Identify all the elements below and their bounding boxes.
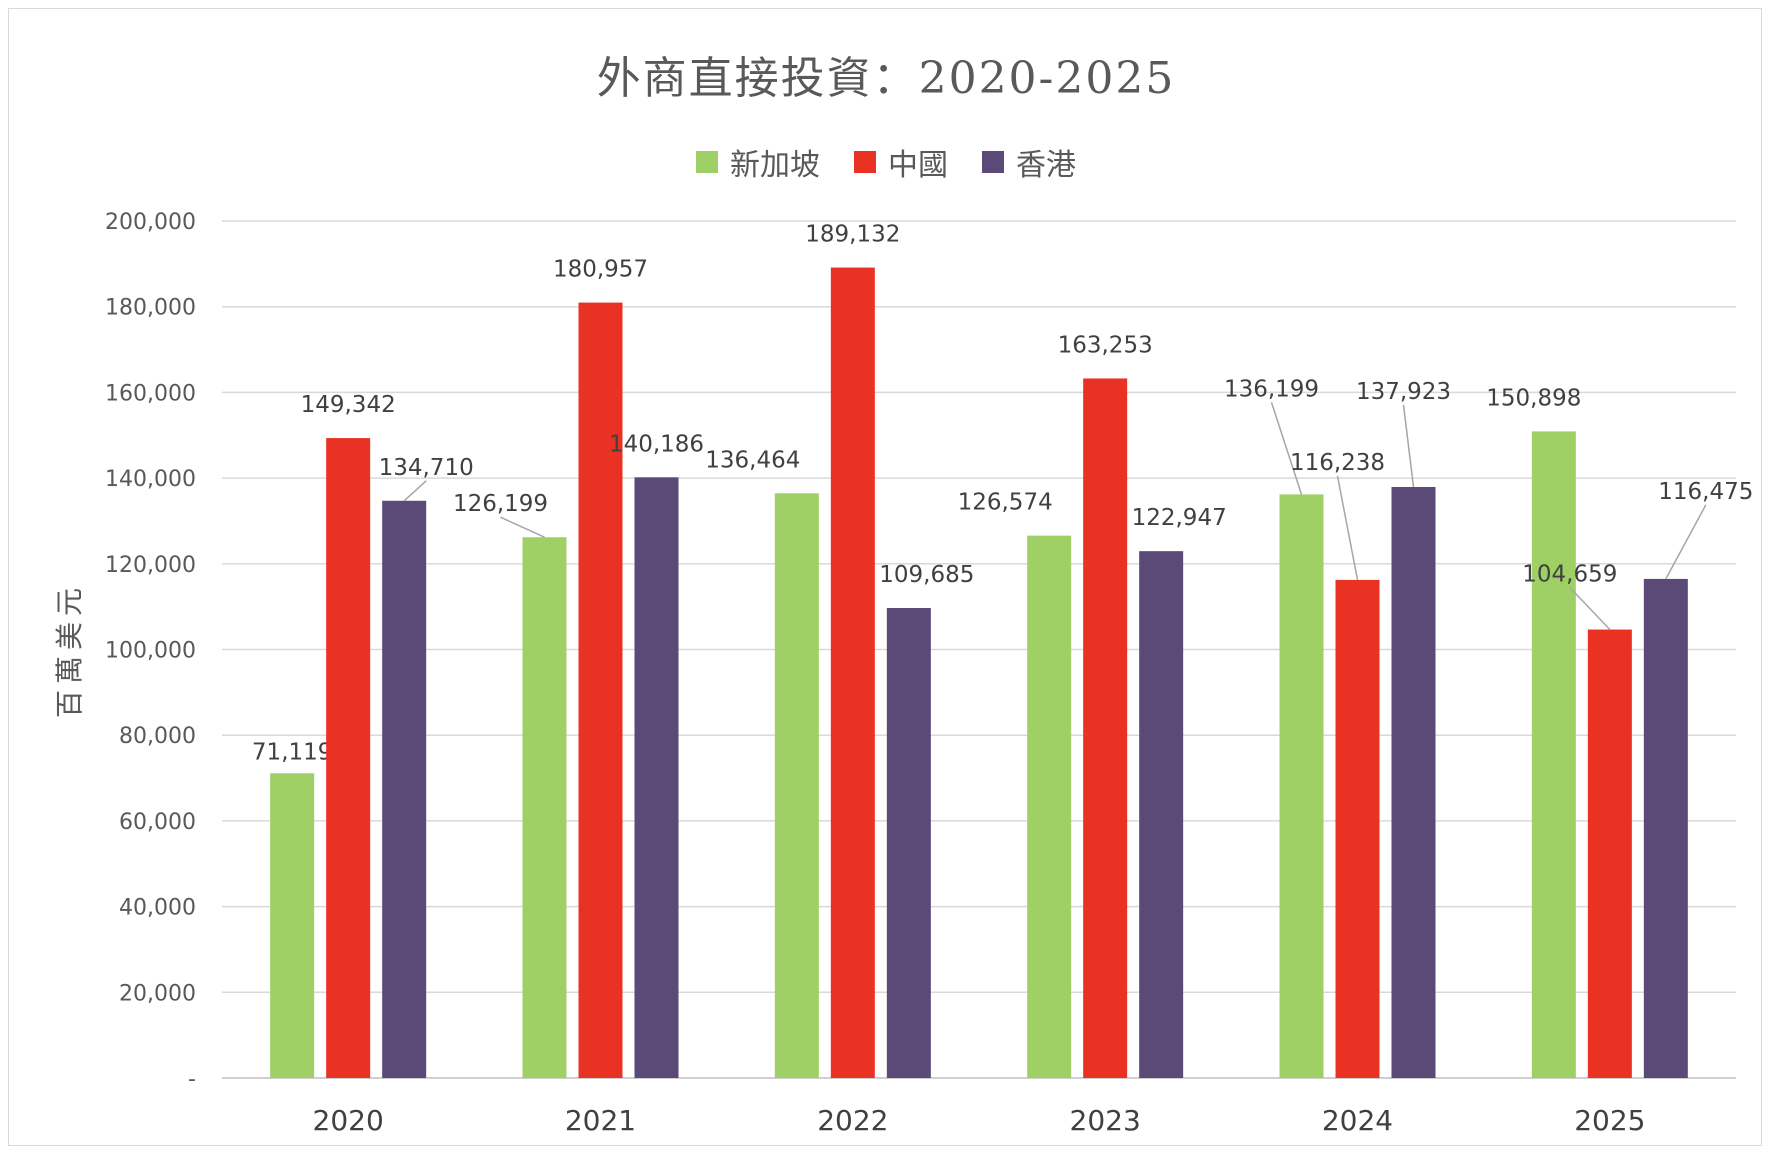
data-label-leader [1402, 404, 1415, 488]
bar [830, 267, 875, 1079]
y-tick-label: 60,000 [119, 810, 196, 835]
data-label: 116,238 [1290, 450, 1385, 476]
y-tick-label: 180,000 [105, 296, 196, 321]
legend-label-china: 中國 [888, 148, 948, 183]
bar [578, 302, 623, 1078]
data-label: 122,947 [1132, 505, 1227, 531]
bar [522, 537, 567, 1078]
legend-item-singapore: 新加坡 [696, 140, 820, 184]
bar [1335, 579, 1380, 1078]
y-tick-label: 20,000 [119, 981, 196, 1006]
legend: 新加坡 中國 香港 [0, 140, 1772, 184]
data-label: 136,199 [1224, 376, 1319, 402]
bar [1139, 551, 1184, 1078]
x-tick-label: 2022 [817, 1104, 888, 1137]
bar [1279, 494, 1324, 1078]
bar [1587, 629, 1632, 1078]
data-label: 149,342 [301, 392, 396, 418]
legend-swatch-hongkong [982, 151, 1004, 173]
y-tick-label: 40,000 [119, 896, 196, 921]
y-tick-label: 80,000 [119, 724, 196, 749]
data-label: 136,464 [705, 447, 800, 473]
data-label: 116,475 [1658, 479, 1753, 505]
bar [1391, 486, 1436, 1078]
bar [1643, 578, 1688, 1078]
data-label: 126,199 [453, 491, 548, 517]
bar [886, 607, 931, 1078]
bar [774, 493, 819, 1078]
data-label: 104,659 [1522, 562, 1617, 588]
data-label: 109,685 [879, 562, 974, 588]
y-tick-label: - [188, 1067, 196, 1092]
y-tick-label: 160,000 [105, 381, 196, 406]
data-label-leader [1270, 402, 1303, 495]
data-label-leader [403, 480, 427, 502]
bar [270, 773, 315, 1078]
data-label: 189,132 [805, 222, 900, 248]
data-label-leader [1569, 587, 1611, 631]
bar [1083, 378, 1128, 1078]
data-label: 163,253 [1058, 332, 1153, 358]
legend-item-china: 中國 [854, 140, 948, 184]
x-tick-label: 2024 [1322, 1104, 1393, 1137]
legend-swatch-singapore [696, 151, 718, 173]
y-tick-label: 120,000 [105, 553, 196, 578]
legend-label-hongkong: 香港 [1016, 148, 1076, 183]
data-label: 137,923 [1356, 379, 1451, 405]
bar [326, 438, 371, 1078]
y-tick-label: 140,000 [105, 467, 196, 492]
y-tick-label: 100,000 [105, 639, 196, 664]
bar [634, 477, 679, 1078]
data-label-leader [1336, 475, 1359, 581]
x-tick-label: 2020 [313, 1104, 384, 1137]
x-tick-label: 2021 [565, 1104, 636, 1137]
data-label: 150,898 [1486, 385, 1581, 411]
data-label-leader [500, 516, 545, 538]
x-tick-label: 2023 [1070, 1104, 1141, 1137]
legend-label-singapore: 新加坡 [730, 148, 820, 183]
data-label: 180,957 [553, 257, 648, 283]
data-label: 71,119 [252, 739, 332, 765]
chart-title: 外商直接投資：2020-2025 [596, 53, 1176, 104]
data-label: 140,186 [609, 431, 704, 457]
bar [382, 500, 427, 1078]
data-label-leader [1665, 504, 1707, 580]
bar [1531, 431, 1576, 1078]
legend-item-hongkong: 香港 [982, 140, 1076, 184]
x-tick-label: 2025 [1574, 1104, 1645, 1137]
data-label: 126,574 [958, 490, 1053, 516]
y-tick-label: 200,000 [105, 210, 196, 235]
data-label: 134,710 [379, 455, 474, 481]
legend-swatch-china [854, 151, 876, 173]
bar [1027, 535, 1072, 1078]
